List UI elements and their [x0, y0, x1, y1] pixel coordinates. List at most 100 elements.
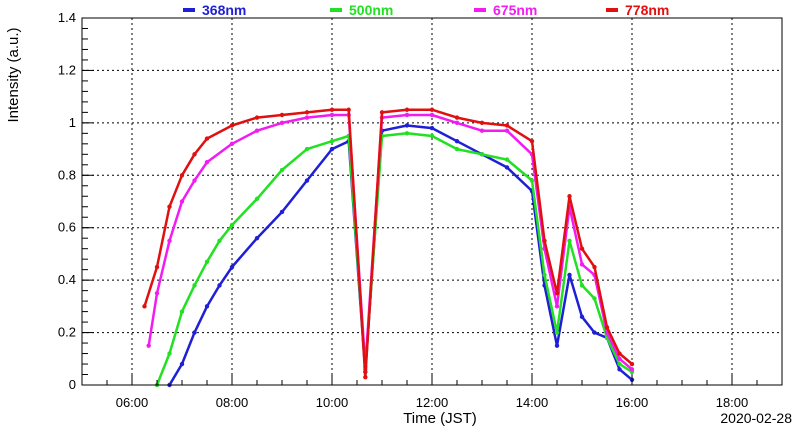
legend: 368nm 500nm 675nm 778nm — [183, 2, 669, 18]
series-line — [155, 132, 633, 386]
data-point — [529, 139, 535, 144]
data-point — [204, 136, 210, 141]
date-label: 2020-02-28 — [720, 410, 792, 426]
data-point — [329, 112, 335, 118]
data-point — [567, 194, 572, 199]
data-point — [192, 330, 197, 335]
data-point — [617, 367, 622, 372]
data-point — [154, 291, 160, 296]
legend-label: 500nm — [349, 2, 393, 18]
x-axis: 06:00 08:00 10:00 12:00 14:00 16:00 18:00 — [81, 375, 783, 410]
data-point — [179, 309, 185, 314]
y-axis-title: Intensity (a.u.) — [5, 27, 22, 122]
data-point — [554, 291, 560, 296]
data-point — [567, 272, 572, 278]
series-line — [143, 108, 633, 379]
data-point — [167, 351, 172, 356]
data-point — [429, 107, 435, 112]
data-point — [554, 304, 560, 309]
y-tick-label: 1.2 — [58, 62, 76, 77]
data-point — [404, 107, 410, 112]
data-point — [146, 343, 151, 348]
data-point — [142, 304, 147, 309]
data-point — [617, 356, 622, 361]
data-point — [454, 120, 460, 126]
data-point — [479, 120, 485, 126]
y-tick-label: 0.6 — [58, 220, 76, 235]
data-point — [204, 259, 210, 264]
data-point — [279, 167, 285, 173]
data-point — [579, 314, 585, 320]
data-point — [363, 374, 368, 380]
x-tick-label: 18:00 — [716, 395, 749, 410]
legend-item: 675nm — [474, 2, 537, 18]
data-point — [229, 222, 235, 228]
x-tick-label: 10:00 — [316, 395, 349, 410]
data-point — [429, 112, 435, 118]
data-point — [542, 272, 547, 278]
data-point — [542, 238, 547, 244]
legend-item: 500nm — [330, 2, 393, 18]
data-point — [254, 236, 260, 241]
data-point — [379, 110, 385, 115]
plot-area — [142, 107, 635, 388]
data-point — [504, 165, 510, 170]
data-point — [617, 361, 622, 367]
data-point — [304, 178, 310, 183]
legend-item: 368nm — [183, 2, 246, 18]
data-point — [429, 133, 435, 139]
series-500nm — [154, 131, 635, 388]
data-point — [254, 196, 260, 202]
data-point — [617, 351, 622, 356]
data-point — [579, 262, 585, 267]
data-point — [279, 209, 285, 215]
data-point — [504, 128, 510, 133]
data-point — [279, 120, 285, 126]
y-tick-label: 0.2 — [58, 325, 76, 340]
data-point — [154, 264, 160, 270]
data-point — [329, 107, 335, 112]
data-point — [454, 146, 460, 152]
x-tick-label: 14:00 — [516, 395, 549, 410]
y-tick-label: 0.8 — [58, 167, 76, 182]
data-point — [304, 115, 310, 120]
data-point — [204, 159, 210, 165]
data-point — [179, 361, 185, 367]
data-point — [229, 141, 235, 147]
x-tick-label: 16:00 — [616, 395, 649, 410]
data-point — [454, 115, 460, 120]
data-point — [567, 238, 572, 244]
data-point — [204, 304, 210, 309]
data-point — [304, 146, 310, 152]
y-tick-label: 1 — [69, 115, 76, 130]
grid-lines — [82, 17, 782, 386]
data-point — [554, 330, 560, 335]
data-point — [454, 139, 460, 144]
data-point — [346, 107, 351, 112]
data-point — [404, 123, 410, 128]
legend-item: 778nm — [606, 2, 669, 18]
data-point — [504, 157, 510, 162]
data-point — [279, 112, 285, 118]
data-point — [304, 110, 310, 115]
data-point — [592, 264, 597, 270]
data-point — [529, 178, 535, 183]
data-point — [629, 367, 635, 372]
data-point — [404, 131, 410, 136]
data-point — [604, 325, 610, 330]
x-tick-label: 12:00 — [416, 395, 449, 410]
data-point — [192, 178, 197, 183]
data-point — [429, 125, 435, 131]
data-point — [167, 238, 172, 244]
legend-label: 778nm — [625, 2, 669, 18]
data-point — [217, 238, 222, 244]
series-line — [147, 113, 633, 371]
data-point — [217, 283, 222, 288]
data-point — [254, 128, 260, 133]
data-point — [554, 343, 560, 348]
x-tick-label: 08:00 — [216, 395, 249, 410]
data-point — [479, 152, 485, 157]
y-axis: 0 0.2 0.4 0.6 0.8 1 1.2 1.4 — [58, 10, 94, 392]
data-point — [192, 152, 197, 157]
data-point — [592, 296, 597, 301]
